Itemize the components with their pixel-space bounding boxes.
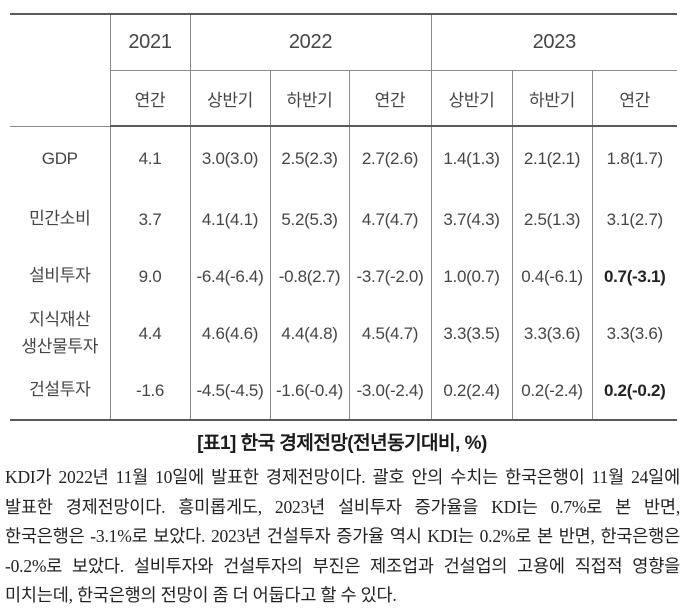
table-cell: 4.7(4.7): [348, 191, 431, 248]
period-header-5: 하반기: [511, 70, 592, 127]
row-label: 민간소비: [10, 191, 111, 248]
year-header-2023: 2023: [430, 14, 678, 71]
table-cell: 3.1(2.7): [591, 191, 678, 248]
table-cell: 9.0: [109, 248, 190, 305]
table-cell: 3.3(3.6): [591, 305, 678, 362]
row-label: 설비투자: [10, 248, 111, 305]
table-cell: 2.5(2.3): [269, 126, 349, 191]
table-cell: -1.6(-0.4): [269, 362, 349, 420]
table-cell: 4.1(4.1): [189, 191, 270, 248]
table-header: 2021 2022 2023 연간 상반기 하반기 연간 상반기 하반기 연간: [10, 14, 678, 127]
period-header-3: 연간: [348, 70, 431, 127]
table-caption: [표1] 한국 경제전망(전년동기대비, %): [197, 433, 487, 454]
table-cell: 2.1(2.1): [511, 126, 592, 191]
table-row: 건설투자 -1.6 -4.5(-4.5) -1.6(-0.4) -3.0(-2.4) 0.…: [10, 362, 678, 420]
table-cell: 1.8(1.7): [591, 126, 678, 191]
year-header-2022: 2022: [189, 14, 431, 71]
table-cell: 2.5(1.3): [511, 191, 592, 248]
table-cell: 3.3(3.6): [511, 305, 592, 362]
table-cell: 5.2(5.3): [269, 191, 349, 248]
row-label: 지식재산 생산물투자: [10, 305, 111, 362]
economic-forecast-table: 2021 2022 2023 연간 상반기 하반기 연간 상반기 하반기 연간 GDP 4.1…: [10, 13, 678, 421]
period-header-row: 연간 상반기 하반기 연간 상반기 하반기 연간: [10, 70, 678, 127]
table-cell: 1.4(1.3): [430, 126, 512, 191]
year-header-2021: 2021: [109, 14, 190, 71]
table-cell: 4.4: [109, 305, 190, 362]
table-cell: 1.0(0.7): [430, 248, 512, 305]
table-cell: 0.2(2.4): [430, 362, 512, 420]
row-label: GDP: [10, 126, 111, 191]
table-cell: -4.5(-4.5): [189, 362, 270, 420]
table-cell: 0.4(-6.1): [511, 248, 592, 305]
row-label: 건설투자: [10, 362, 111, 420]
table-cell: 0.7(-3.1): [591, 248, 678, 305]
table-cell: -0.8(2.7): [269, 248, 349, 305]
period-header-0: 연간: [109, 70, 190, 127]
period-header-1: 상반기: [189, 70, 270, 127]
table-cell: 4.5(4.7): [348, 305, 431, 362]
table-cell: 3.0(3.0): [189, 126, 270, 191]
body-paragraph: KDI가 2022년 11월 10일에 발표한 경제전망이다. 괄호 안의 수치…: [5, 467, 680, 605]
table-body: GDP 4.1 3.0(3.0) 2.5(2.3) 2.7(2.6) 1.4(1.3) 2.…: [10, 126, 678, 420]
period-header-2: 하반기: [269, 70, 349, 127]
table-cell: -1.6: [109, 362, 190, 420]
period-header-6: 연간: [591, 70, 678, 127]
table-cell: 0.2(-2.4): [511, 362, 592, 420]
table-cell: 0.2(-0.2): [591, 362, 678, 420]
table-cell: -3.7(-2.0): [348, 248, 431, 305]
table-row: GDP 4.1 3.0(3.0) 2.5(2.3) 2.7(2.6) 1.4(1.3) 2.…: [10, 126, 678, 191]
table-cell: 2.7(2.6): [348, 126, 431, 191]
table-cell: -3.0(-2.4): [348, 362, 431, 420]
table-cell: 3.3(3.5): [430, 305, 512, 362]
table-row: 민간소비 3.7 4.1(4.1) 5.2(5.3) 4.7(4.7) 3.7(4.3) 2…: [10, 191, 678, 248]
period-header-4: 상반기: [430, 70, 512, 127]
year-header-row: 2021 2022 2023: [10, 14, 678, 127]
table-cell: -6.4(-6.4): [189, 248, 270, 305]
table-cell: 4.1: [109, 126, 190, 191]
table-corner-cell: [10, 14, 111, 127]
table-cell: 3.7(4.3): [430, 191, 512, 248]
table-cell: 3.7: [109, 191, 190, 248]
table-row: 지식재산 생산물투자 4.4 4.6(4.6) 4.4(4.8) 4.5(4.7) 3.3…: [10, 305, 678, 362]
table-cell: 4.4(4.8): [269, 305, 349, 362]
table-cell: 4.6(4.6): [189, 305, 270, 362]
table-row: 설비투자 9.0 -6.4(-6.4) -0.8(2.7) -3.7(-2.0) 1.0(…: [10, 248, 678, 305]
